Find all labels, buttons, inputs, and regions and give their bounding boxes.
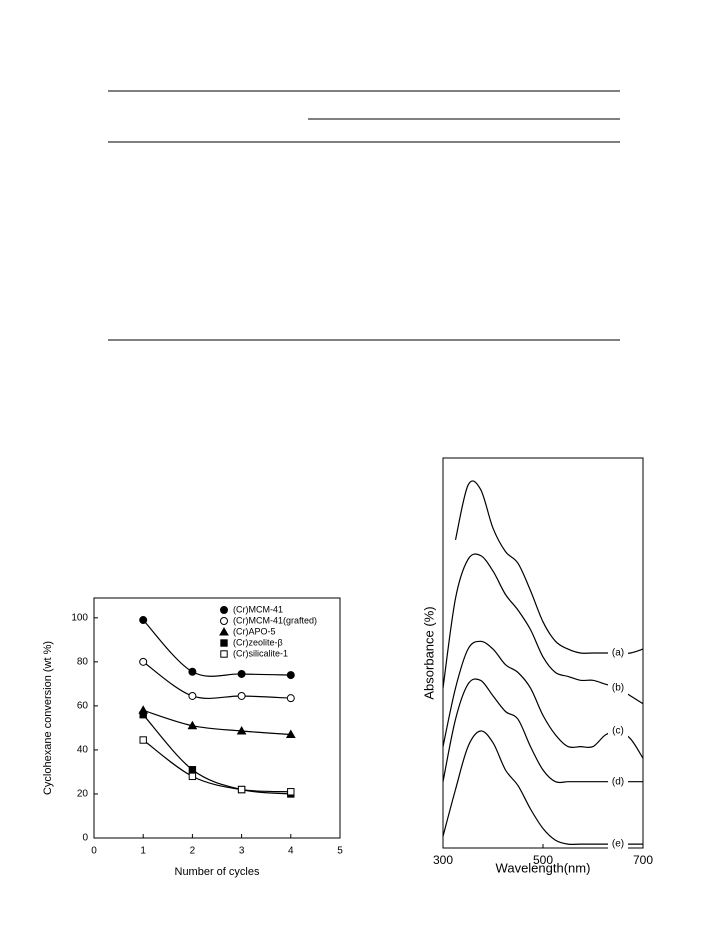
marker (220, 639, 228, 647)
series-line (143, 709, 291, 736)
x-tick-label: 4 (288, 846, 294, 857)
x-tick-label: 300 (433, 853, 453, 867)
chart: 0 1 2 3 4 5 0 20 40 60 80 100 Number of cycles Cycloh… (42, 597, 343, 878)
y-tick-label: 20 (77, 789, 89, 800)
marker (237, 785, 246, 794)
marker (286, 694, 295, 703)
marker (237, 691, 246, 700)
x-tick-label: 500 (533, 853, 553, 867)
x-tick-label: 2 (190, 846, 196, 857)
marker (188, 772, 197, 781)
marker (188, 667, 197, 676)
series-line (142, 714, 291, 795)
x-tick-label: 0 (91, 846, 97, 857)
x-tick-label: 5 (337, 846, 343, 857)
marker (220, 617, 228, 625)
empty-table (108, 90, 620, 341)
marker (220, 650, 228, 658)
label-backdrop (608, 774, 628, 789)
marker (285, 729, 296, 739)
marker (219, 626, 229, 636)
curve-label: (e) (612, 839, 624, 850)
marker (286, 671, 295, 680)
marker (220, 606, 228, 614)
curve-label: (b) (612, 683, 624, 694)
y-tick-label: 80 (77, 656, 89, 667)
y-tick-label: 100 (71, 612, 88, 623)
legend-label: (Cr)zeolite-β (233, 637, 283, 647)
marker (139, 736, 147, 744)
curve-label: (a) (612, 648, 624, 659)
legend-label: (Cr)APO-5 (233, 626, 276, 636)
label-backdrop (608, 646, 628, 660)
x-axis-label: Wavelength(nm) (496, 860, 591, 875)
legend-label: (Cr)silicalite-1 (233, 648, 288, 658)
curve-label: (c) (612, 726, 624, 737)
y-tick-label: 60 (77, 701, 89, 712)
marker (139, 710, 147, 719)
series-line (142, 661, 291, 699)
label-backdrop (608, 724, 628, 738)
x-tick-label: 1 (140, 846, 146, 857)
y-tick-label: 0 (82, 833, 88, 844)
x-axis-label: Number of cycles (175, 866, 260, 878)
y-axis-label: Cyclohexane conversion (wt %) (42, 641, 54, 795)
marker (236, 725, 247, 735)
x-tick-label: 3 (239, 846, 245, 857)
series-line (142, 739, 291, 793)
series-line (142, 619, 291, 677)
marker (188, 766, 197, 774)
x-tick-label: 700 (633, 853, 653, 867)
y-tick-label: 40 (77, 745, 89, 756)
marker (188, 691, 197, 700)
chart: 300 500 700 Wavelength(nm) Absorbance (%) (a)… (421, 457, 653, 875)
marker (287, 788, 295, 796)
label-backdrop (608, 837, 628, 852)
plot-frame (93, 597, 341, 839)
marker (187, 720, 198, 730)
label-backdrop (608, 681, 628, 696)
y-axis-label: Absorbance (%) (421, 606, 436, 699)
legend-label: (Cr)MCM-41(grafted) (233, 615, 317, 625)
series-line (454, 480, 644, 654)
marker (139, 616, 148, 625)
marker (237, 669, 246, 678)
marker (139, 657, 148, 666)
legend-label: (Cr)MCM-41 (233, 604, 283, 614)
curve-label: (d) (612, 776, 624, 787)
